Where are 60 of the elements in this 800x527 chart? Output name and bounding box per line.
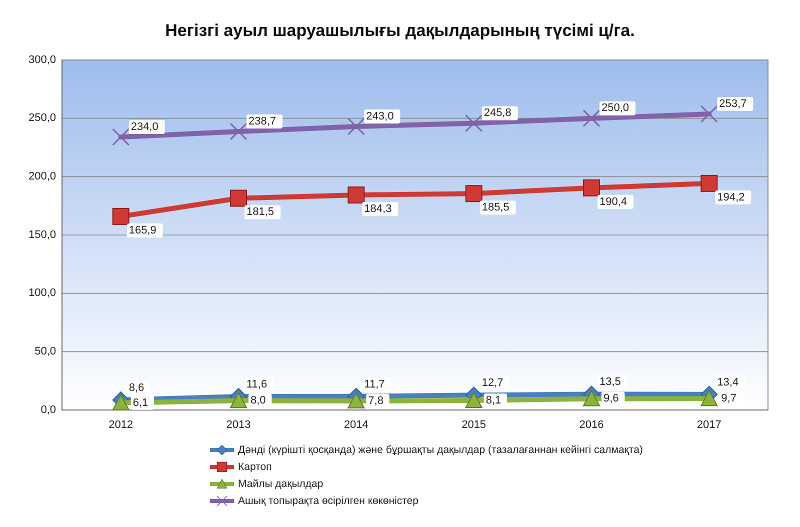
data-label: 12,7	[482, 377, 504, 390]
y-tick-label: 250,0	[28, 112, 56, 124]
point	[112, 128, 130, 146]
point	[348, 392, 365, 408]
data-label: 185,5	[482, 201, 510, 214]
point	[348, 186, 365, 204]
data-label: 6,1	[132, 396, 148, 409]
point	[112, 394, 130, 410]
y-tick-label: 200,0	[28, 170, 56, 183]
x-tick-label: 2012	[108, 419, 134, 431]
legend-label: Дәнді (күрішті қосқанда) және бұршақты дақылдар (тазалағаннан кейінгі салмақта)	[238, 444, 643, 456]
data-label: 250,0	[602, 102, 630, 114]
data-label: 9,7	[721, 392, 736, 405]
data-label: 165,9	[128, 224, 156, 236]
data-label: 9,6	[604, 392, 619, 405]
x-tick-label: 2015	[462, 419, 486, 431]
point	[465, 392, 482, 408]
y-tick-label: 150,0	[28, 228, 56, 241]
point	[230, 392, 247, 408]
data-label: 7,8	[368, 394, 384, 407]
legend-label: Картоп	[238, 460, 272, 473]
point	[465, 185, 482, 202]
chart-title: Негізгі ауыл шаруашылығы дақылдарының түсімі ц/га.	[165, 21, 635, 40]
data-label: 245,8	[484, 107, 512, 120]
x-tick-label: 2014	[344, 419, 368, 431]
point	[583, 179, 600, 196]
data-label: 181,5	[246, 206, 274, 218]
legend-label: Ашық топырақта өсірілген көкөністер	[238, 494, 419, 507]
legend-label: Майлы дақылдар	[238, 478, 324, 490]
x-tick-label: 2013	[226, 419, 251, 431]
data-label: 238,7	[248, 115, 276, 128]
data-label: 234,0	[130, 120, 158, 133]
y-tick-label: 100,0	[28, 287, 56, 300]
data-label: 11,7	[364, 378, 385, 390]
y-tick-label: 0,0	[40, 404, 56, 416]
point	[347, 118, 365, 136]
data-label: 194,2	[717, 191, 745, 204]
data-label: 184,3	[364, 202, 392, 215]
point	[700, 390, 718, 406]
data-label: 253,7	[719, 98, 747, 110]
y-tick-label: 300,0	[28, 54, 56, 66]
data-label: 190,4	[600, 196, 628, 208]
data-label: 8,1	[486, 394, 502, 406]
point	[700, 174, 718, 192]
point	[230, 122, 248, 140]
x-tick-label: 2016	[579, 419, 604, 431]
data-label: 8,6	[128, 382, 144, 394]
point	[465, 114, 483, 132]
data-label: 11,6	[246, 378, 268, 390]
point	[582, 110, 600, 128]
point	[112, 208, 130, 225]
point	[583, 390, 600, 406]
data-label: 13,5	[600, 376, 621, 388]
data-label: 13,4	[717, 376, 739, 388]
x-tick-label: 2017	[696, 419, 722, 431]
y-tick-label: 50,0	[34, 346, 56, 358]
data-label: 243,0	[366, 110, 394, 122]
data-label: 8,0	[250, 394, 266, 407]
point	[230, 190, 247, 207]
point	[700, 105, 718, 123]
